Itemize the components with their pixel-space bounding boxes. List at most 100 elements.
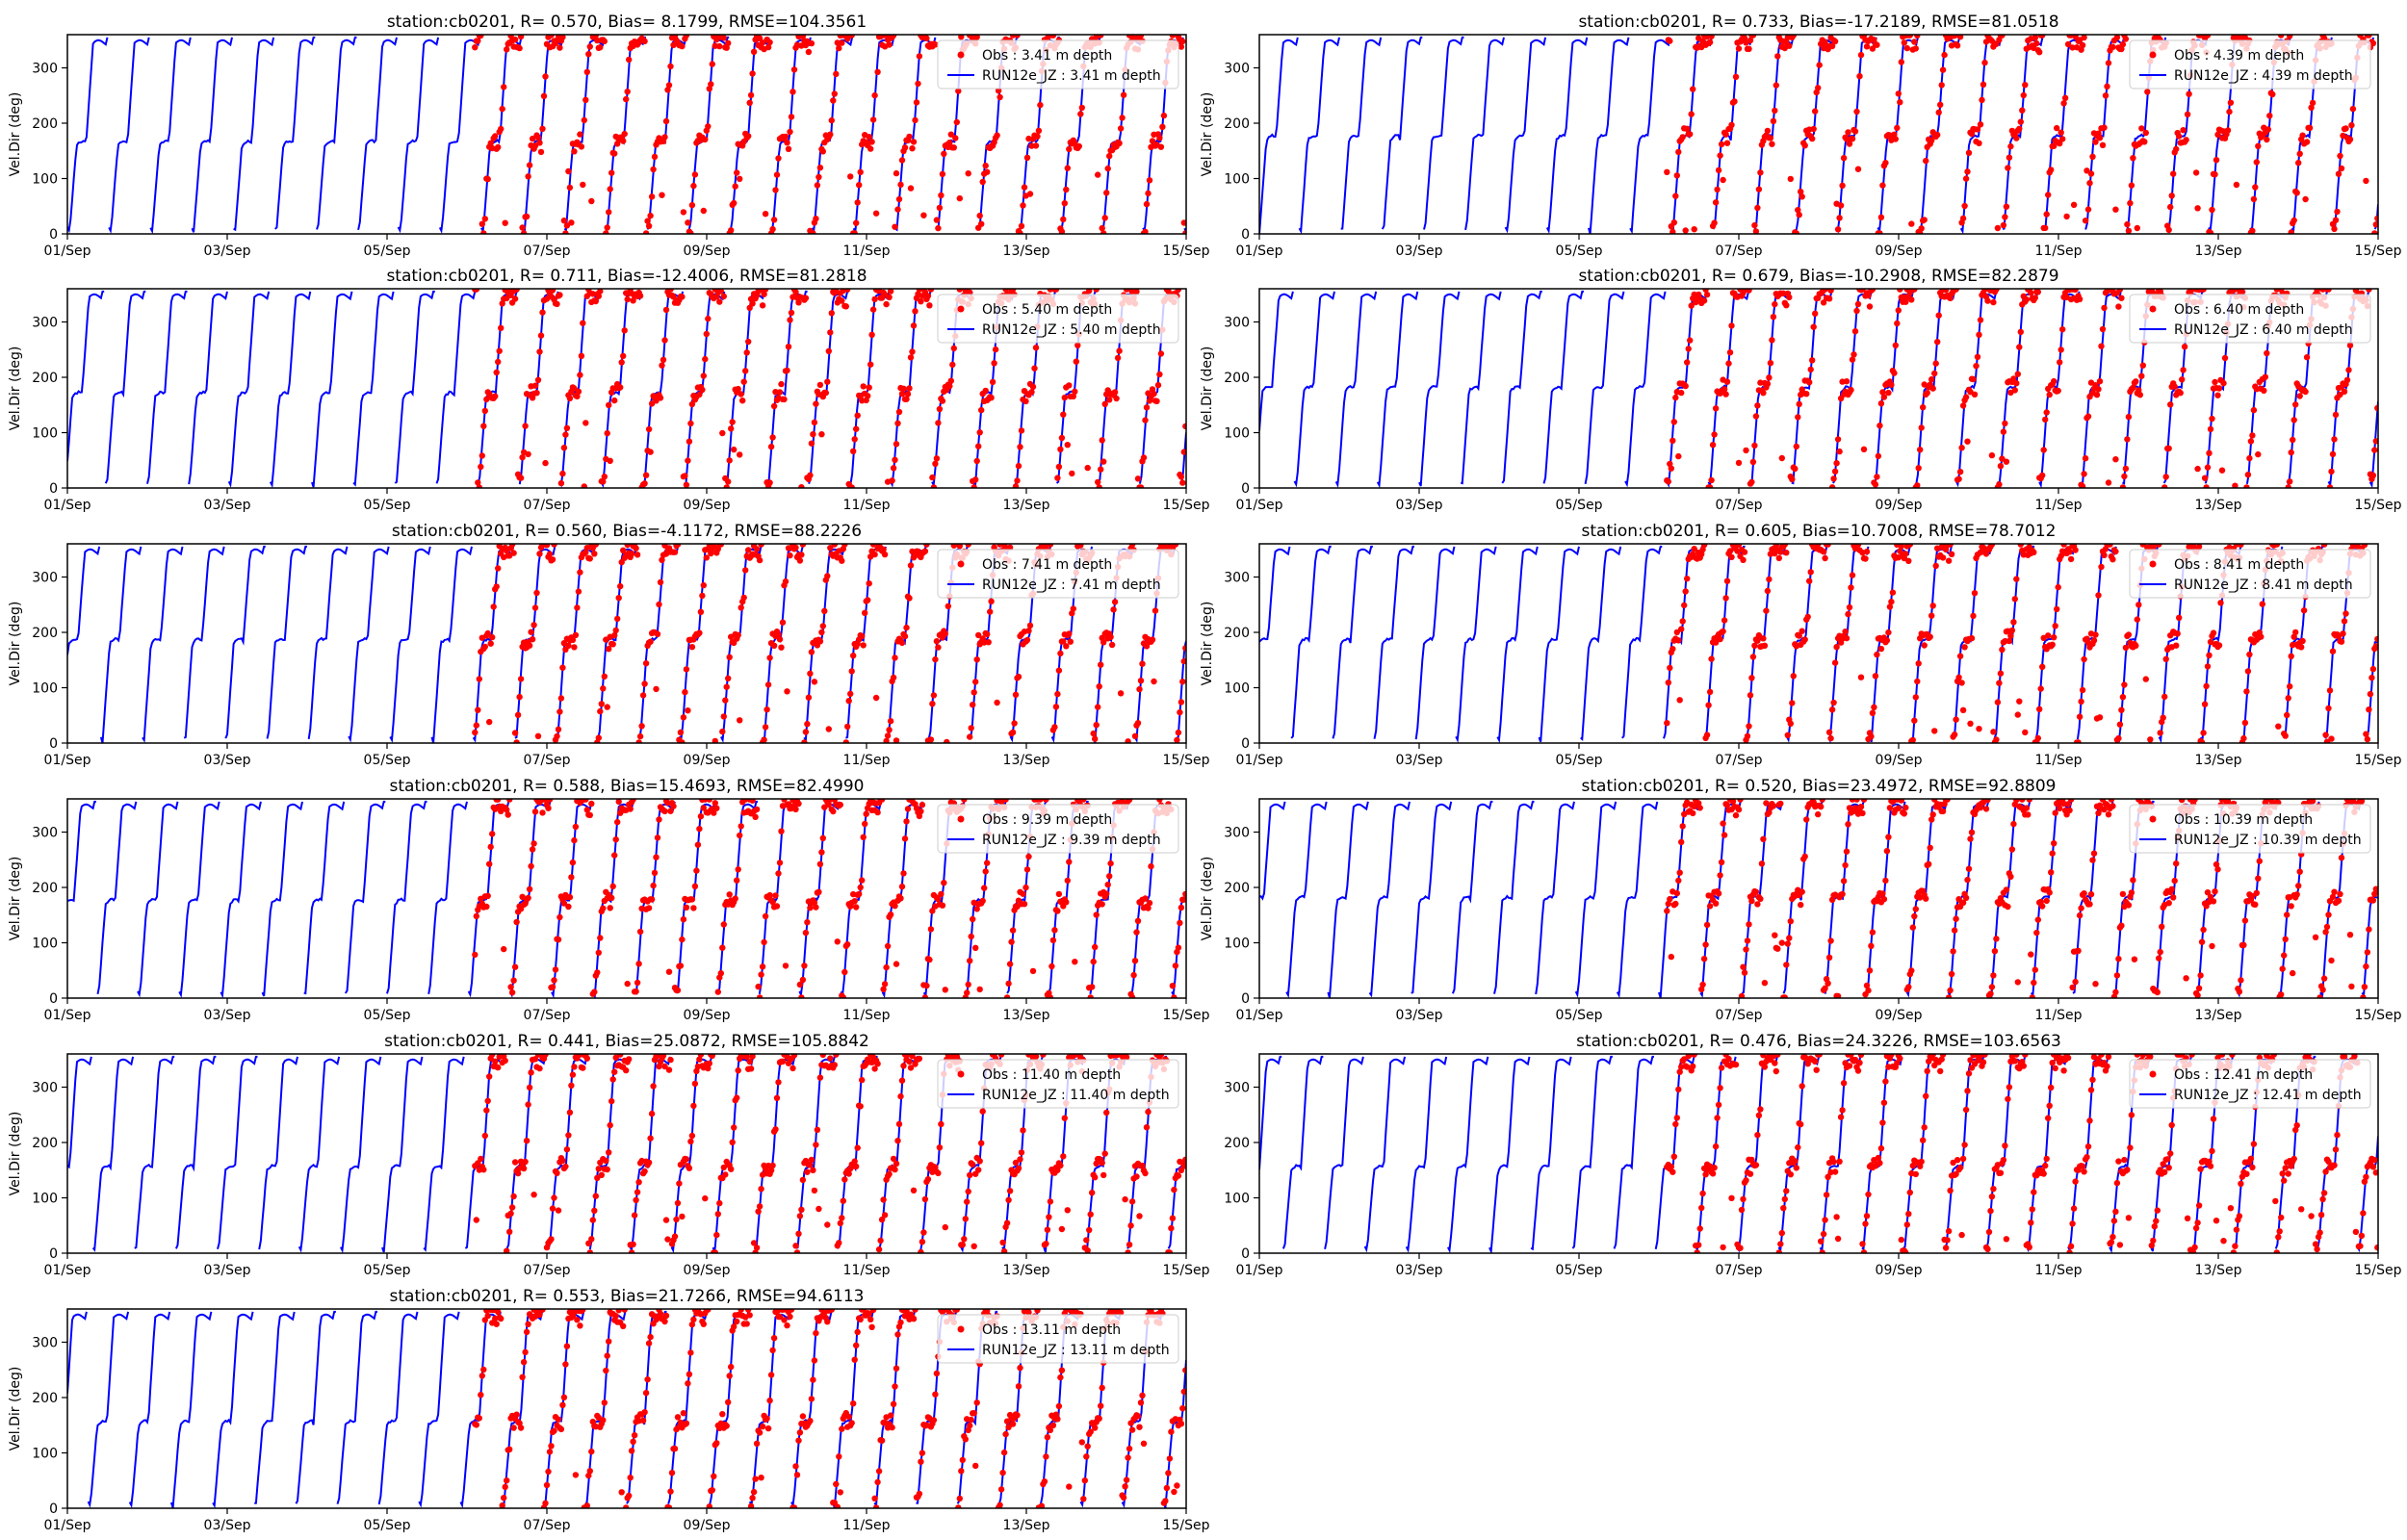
obs-point bbox=[2243, 484, 2250, 488]
obs-point bbox=[1711, 431, 1718, 438]
obs-point bbox=[1669, 228, 1676, 234]
obs-point bbox=[2013, 576, 2020, 582]
obs-point bbox=[2019, 799, 2026, 803]
obs-point bbox=[513, 918, 520, 926]
x-tick-label: 07/Sep bbox=[1716, 753, 1763, 768]
obs-point bbox=[2096, 378, 2104, 385]
obs-point bbox=[665, 1066, 673, 1073]
obs-point bbox=[1825, 1173, 1831, 1181]
obs-point bbox=[526, 886, 533, 892]
obs-point bbox=[2241, 917, 2249, 924]
obs-point bbox=[1744, 732, 1751, 739]
obs-point bbox=[694, 841, 702, 848]
obs-point bbox=[2348, 121, 2355, 129]
obs-point bbox=[789, 1065, 796, 1072]
obs-point bbox=[956, 194, 963, 202]
obs-point bbox=[1901, 810, 1908, 817]
obs-point bbox=[1944, 1237, 1951, 1244]
obs-point bbox=[1133, 1173, 1140, 1180]
obs-point bbox=[606, 646, 612, 653]
obs-point bbox=[918, 298, 924, 305]
obs-point bbox=[1737, 799, 1744, 803]
obs-point bbox=[903, 396, 910, 402]
obs-point bbox=[2064, 801, 2072, 808]
obs-point bbox=[833, 1054, 840, 1058]
obs-point bbox=[2319, 987, 2326, 993]
obs-point bbox=[1979, 96, 1985, 104]
obs-point bbox=[657, 395, 664, 401]
obs-point bbox=[2369, 472, 2377, 479]
obs-point bbox=[1917, 447, 1924, 453]
obs-point bbox=[581, 483, 587, 488]
obs-point bbox=[1909, 924, 1917, 931]
obs-point bbox=[487, 640, 494, 647]
obs-point bbox=[1715, 890, 1722, 897]
obs-point bbox=[1842, 861, 1849, 869]
obs-point bbox=[1825, 980, 1831, 987]
obs-point bbox=[1897, 1055, 1903, 1062]
obs-point bbox=[1828, 42, 1836, 50]
obs-point bbox=[2309, 99, 2316, 107]
obs-point bbox=[866, 384, 872, 391]
obs-point bbox=[1812, 108, 1819, 115]
obs-point bbox=[1092, 735, 1099, 742]
obs-point bbox=[1876, 423, 1883, 429]
obs-point bbox=[1869, 45, 1876, 52]
obs-point bbox=[1060, 216, 1067, 223]
obs-point bbox=[1812, 310, 1819, 317]
obs-point bbox=[647, 638, 654, 645]
x-tick-label: 11/Sep bbox=[843, 244, 891, 259]
obs-point bbox=[472, 729, 479, 736]
obs-point bbox=[1825, 295, 1833, 302]
obs-point bbox=[1020, 890, 1026, 897]
y-tick-label: 100 bbox=[32, 937, 58, 952]
obs-point bbox=[1148, 862, 1154, 870]
obs-point bbox=[1953, 915, 1959, 922]
obs-point bbox=[844, 941, 851, 948]
obs-point bbox=[811, 419, 818, 426]
obs-point bbox=[556, 292, 563, 298]
obs-point bbox=[664, 1236, 671, 1243]
obs-point bbox=[746, 99, 753, 107]
obs-point bbox=[2051, 142, 2058, 149]
obs-point bbox=[495, 143, 502, 151]
obs-point bbox=[1182, 423, 1186, 430]
subplot-title: station:cb0201, R= 0.570, Bias= 8.1799, … bbox=[387, 13, 867, 32]
obs-point bbox=[2112, 548, 2119, 555]
obs-point bbox=[534, 134, 542, 141]
obs-point bbox=[1691, 1054, 1697, 1058]
obs-point bbox=[1145, 190, 1152, 197]
obs-point bbox=[1051, 927, 1058, 934]
obs-point bbox=[2082, 455, 2089, 462]
obs-point bbox=[506, 799, 513, 803]
obs-point bbox=[2358, 799, 2366, 805]
obs-point bbox=[1672, 394, 1679, 401]
obs-point bbox=[1921, 642, 1928, 649]
y-axis-label: Vel.Dir (deg) bbox=[1200, 857, 1215, 941]
obs-point bbox=[935, 644, 942, 651]
obs-point bbox=[614, 615, 621, 623]
obs-point bbox=[1891, 370, 1898, 376]
obs-point bbox=[1074, 342, 1081, 348]
obs-point bbox=[1928, 612, 1935, 619]
obs-point bbox=[2007, 873, 2014, 880]
obs-point bbox=[1945, 994, 1953, 998]
obs-point bbox=[807, 905, 814, 911]
obs-point bbox=[898, 1077, 906, 1084]
obs-point bbox=[1172, 962, 1179, 969]
obs-point bbox=[511, 730, 519, 736]
obs-point bbox=[1066, 382, 1073, 389]
obs-point bbox=[2007, 632, 2014, 639]
obs-point bbox=[617, 1054, 624, 1058]
obs-point bbox=[2099, 141, 2107, 148]
obs-point bbox=[1796, 212, 1802, 218]
obs-point bbox=[1924, 390, 1930, 397]
obs-point bbox=[1994, 699, 2002, 706]
obs-point bbox=[860, 383, 867, 390]
obs-point bbox=[1698, 1204, 1705, 1212]
x-tick-label: 01/Sep bbox=[44, 1008, 91, 1023]
obs-point bbox=[2291, 417, 2297, 424]
obs-point bbox=[2288, 449, 2294, 456]
obs-point bbox=[569, 636, 577, 643]
obs-point bbox=[1054, 475, 1061, 481]
